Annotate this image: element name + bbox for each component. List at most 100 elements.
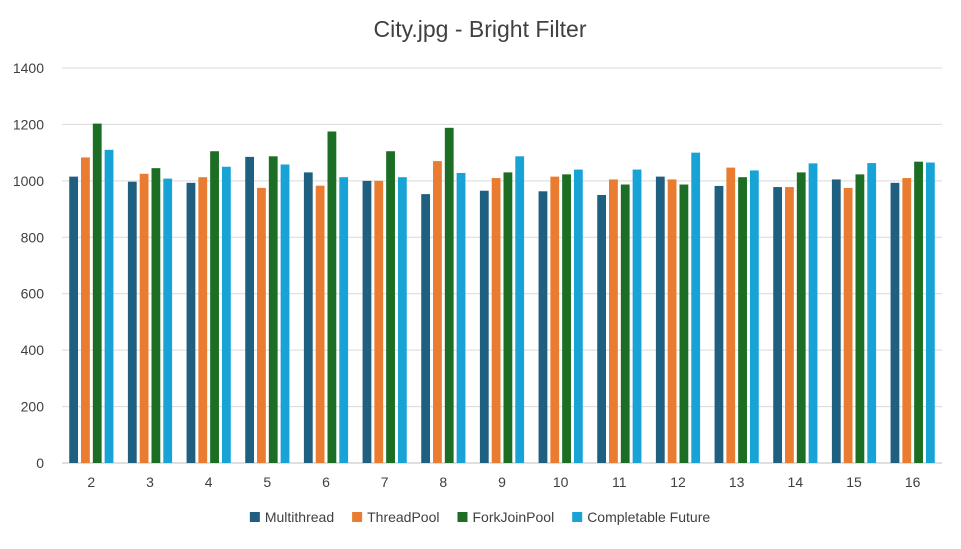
y-tick-label: 200 xyxy=(21,399,45,415)
x-tick-label: 2 xyxy=(87,474,95,490)
x-tick-label: 4 xyxy=(205,474,213,490)
bar xyxy=(397,177,407,464)
legend-swatch xyxy=(572,512,583,522)
bar xyxy=(257,187,266,464)
bar xyxy=(374,180,384,463)
bar xyxy=(796,172,806,463)
bar xyxy=(515,156,525,463)
bar xyxy=(339,177,349,464)
bar xyxy=(186,182,196,463)
bar xyxy=(221,166,231,463)
bar xyxy=(738,177,747,464)
bar xyxy=(667,179,677,464)
x-tick-label: 10 xyxy=(553,474,569,490)
bar xyxy=(303,172,313,463)
y-tick-label: 1200 xyxy=(13,116,44,132)
bar xyxy=(503,172,513,463)
y-tick-label: 400 xyxy=(21,342,45,358)
bar xyxy=(785,187,794,464)
bar xyxy=(92,123,102,463)
bar xyxy=(327,131,337,463)
x-tick-label: 15 xyxy=(846,474,862,490)
bar xyxy=(362,180,372,463)
x-tick-label: 11 xyxy=(612,474,627,490)
bar xyxy=(773,187,783,464)
bar xyxy=(456,172,466,463)
bar xyxy=(245,156,255,463)
x-tick-label: 13 xyxy=(729,474,745,490)
x-axis-ticks: 2 3 4 5 6 7 8 9 10 11 12 13 14 15 16 xyxy=(87,474,920,490)
y-tick-label: 1000 xyxy=(13,173,44,189)
bar xyxy=(726,167,736,463)
x-tick-label: 16 xyxy=(905,474,921,490)
x-tick-label: 7 xyxy=(381,474,389,490)
legend-label: ThreadPool xyxy=(367,509,439,525)
bar xyxy=(902,178,912,464)
legend-swatch xyxy=(352,512,363,522)
bar xyxy=(867,163,877,463)
chart-title: City.jpg - Bright Filter xyxy=(373,16,586,42)
bar xyxy=(890,182,900,463)
legend-label: ForkJoinPool xyxy=(472,509,554,525)
bars xyxy=(69,123,935,464)
legend-item: ForkJoinPool xyxy=(457,509,554,525)
bar xyxy=(81,157,90,464)
bar xyxy=(843,187,853,464)
y-tick-label: 1400 xyxy=(13,60,44,76)
bar xyxy=(69,176,79,463)
x-tick-label: 9 xyxy=(498,474,506,490)
bar xyxy=(151,168,161,464)
bar xyxy=(550,176,560,463)
legend-item: Completable Future xyxy=(572,509,710,525)
bar xyxy=(210,151,219,463)
bar xyxy=(749,170,759,464)
legend-item: ThreadPool xyxy=(352,509,440,525)
bar xyxy=(538,191,548,463)
bar xyxy=(679,184,689,463)
bar xyxy=(386,151,395,463)
bar xyxy=(491,178,501,464)
bar xyxy=(609,179,618,464)
bar xyxy=(104,149,114,464)
bar xyxy=(127,181,137,464)
legend-swatch xyxy=(457,512,468,522)
bar xyxy=(925,162,935,463)
legend: Multithread ThreadPool ForkJoinPool Complet… xyxy=(249,509,710,525)
bar xyxy=(597,194,607,463)
bar xyxy=(620,184,630,463)
bar xyxy=(714,185,724,463)
bar xyxy=(655,176,665,463)
bar xyxy=(315,185,325,463)
bar xyxy=(268,156,278,463)
x-tick-label: 3 xyxy=(146,474,154,490)
gridlines xyxy=(62,67,942,464)
bar xyxy=(198,177,208,464)
x-tick-label: 5 xyxy=(263,474,271,490)
bar xyxy=(573,169,583,464)
x-tick-label: 14 xyxy=(788,474,804,490)
x-tick-label: 6 xyxy=(322,474,330,490)
legend-item: Multithread xyxy=(249,509,334,525)
x-tick-label: 8 xyxy=(439,474,447,490)
bar xyxy=(433,161,442,463)
y-tick-label: 800 xyxy=(21,229,45,245)
bar xyxy=(280,164,290,463)
bar xyxy=(421,194,431,463)
y-tick-label: 600 xyxy=(21,286,45,302)
bar xyxy=(914,161,923,463)
bar xyxy=(691,152,701,463)
bar xyxy=(808,163,818,463)
legend-label: Completable Future xyxy=(587,509,710,525)
bar xyxy=(479,190,489,463)
y-tick-label: 0 xyxy=(36,455,44,471)
bar xyxy=(163,178,173,463)
bar xyxy=(562,174,571,463)
y-axis-ticks: 0 200 400 600 800 1000 1200 1400 xyxy=(13,60,44,471)
bar xyxy=(831,179,841,464)
bar xyxy=(444,127,454,464)
legend-label: Multithread xyxy=(265,509,334,525)
bar xyxy=(139,173,149,463)
legend-swatch xyxy=(249,512,260,522)
